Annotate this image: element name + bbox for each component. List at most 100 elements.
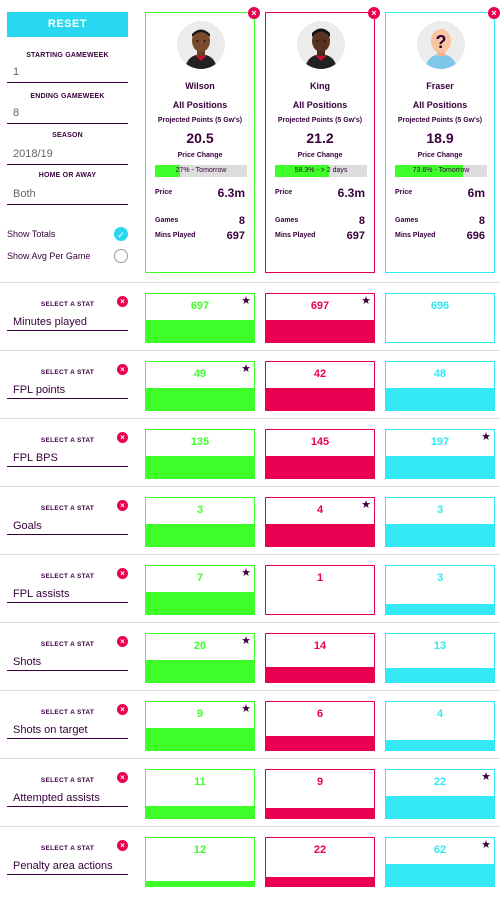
stat-value: 697 (190, 300, 210, 312)
remove-player-icon[interactable]: × (368, 7, 380, 19)
select-stat-label: SELECT A STAT (40, 777, 95, 784)
stat-value: 197 (430, 436, 450, 448)
price-change-text: 58.3% - > 2 days (294, 167, 348, 174)
price-change-bar: 73.6% - Tomorrow (395, 165, 487, 177)
player-card-2: × King All Positions Projected Points (5… (265, 7, 380, 273)
player-name: Fraser (426, 81, 454, 91)
remove-stat-icon[interactable]: × (117, 296, 128, 307)
price-change-bar: 58.3% - > 2 days (275, 165, 367, 177)
reset-button[interactable]: RESET (7, 12, 128, 37)
stat-value-box: 11 (145, 769, 255, 819)
select-stat-label: SELECT A STAT (40, 845, 95, 852)
stat-bar (266, 320, 374, 342)
starting-gameweek-select[interactable]: 1 (7, 62, 128, 83)
projected-points-value: 18.9 (426, 130, 454, 146)
price-change-bar: 27% - Tomorrow (155, 165, 247, 177)
show-avg-toggle[interactable]: Show Avg Per Game (7, 248, 128, 264)
stat-select[interactable]: Goals (7, 517, 128, 535)
stat-value: 42 (313, 368, 327, 380)
stat-bar (386, 388, 494, 410)
stat-value-box: 197 ★ (385, 429, 495, 479)
remove-player-icon[interactable]: × (488, 7, 500, 19)
remove-stat-icon[interactable]: × (117, 704, 128, 715)
star-icon: ★ (241, 635, 251, 647)
stat-bar (146, 806, 254, 818)
player-positions[interactable]: All Positions (412, 100, 468, 110)
projected-points-value: 21.2 (306, 130, 334, 146)
stat-bar (146, 388, 254, 410)
checkmark-icon[interactable]: ✓ (114, 227, 128, 241)
select-stat-label: SELECT A STAT (40, 641, 95, 648)
price-value: 6m (467, 186, 485, 200)
star-icon: ★ (241, 295, 251, 307)
show-totals-toggle[interactable]: Show Totals ✓ (7, 226, 128, 242)
stat-value-box: 145 (265, 429, 375, 479)
stat-value: 22 (433, 776, 447, 788)
stat-value: 11 (194, 776, 206, 788)
stat-value-box: 20 ★ (145, 633, 255, 683)
stat-select[interactable]: Attempted assists (7, 789, 128, 807)
stat-value: 6 (316, 708, 324, 720)
mins-played-label: Mins Played (395, 232, 436, 239)
mins-played-label: Mins Played (275, 232, 316, 239)
select-stat-label: SELECT A STAT (40, 505, 95, 512)
player-name: King (310, 81, 330, 91)
games-label: Games (275, 217, 299, 224)
stat-bar (266, 736, 374, 750)
radio-icon[interactable] (114, 249, 128, 263)
stat-value: 48 (433, 368, 447, 380)
stat-value: 3 (436, 504, 444, 516)
stat-value-box: 14 (265, 633, 375, 683)
home-away-select[interactable]: Both (7, 184, 128, 205)
remove-stat-icon[interactable]: × (117, 500, 128, 511)
stat-value: 49 (193, 368, 207, 380)
star-icon: ★ (481, 431, 491, 443)
price-value: 6.3m (337, 186, 365, 200)
remove-stat-icon[interactable]: × (117, 636, 128, 647)
stat-value-box: 1 (265, 565, 375, 615)
player-avatar (297, 21, 345, 69)
price-value: 6.3m (217, 186, 245, 200)
stat-bar (386, 796, 494, 818)
season-select[interactable]: 2018/19 (7, 144, 128, 165)
stat-value-box: 3 (145, 497, 255, 547)
remove-stat-icon[interactable]: × (117, 840, 128, 851)
ending-gameweek-label: ENDING GAMEWEEK (30, 93, 105, 100)
player-positions[interactable]: All Positions (172, 100, 228, 110)
remove-stat-icon[interactable]: × (117, 432, 128, 443)
remove-player-icon[interactable]: × (248, 7, 260, 19)
select-stat-label: SELECT A STAT (40, 437, 95, 444)
star-icon: ★ (481, 771, 491, 783)
games-value: 8 (358, 215, 365, 227)
star-icon: ★ (361, 499, 371, 511)
remove-stat-icon[interactable]: × (117, 772, 128, 783)
stat-select[interactable]: Shots (7, 653, 128, 671)
remove-stat-icon[interactable]: × (117, 568, 128, 579)
stat-select[interactable]: FPL assists (7, 585, 128, 603)
stat-value-box: 4 ★ (265, 497, 375, 547)
projected-points-label: Projected Points (5 Gw's) (397, 117, 483, 124)
stat-value: 135 (190, 436, 210, 448)
select-stat-label: SELECT A STAT (40, 301, 95, 308)
stat-select[interactable]: Minutes played (7, 313, 128, 331)
player-card-1: × Wilson All Positions Projected Points … (145, 7, 260, 273)
show-avg-label: Show Avg Per Game (7, 251, 91, 261)
ending-gameweek-select[interactable]: 8 (7, 103, 128, 124)
mins-played-value: 697 (346, 230, 365, 242)
stat-bar (266, 877, 374, 886)
stat-value-box: 9 ★ (145, 701, 255, 751)
remove-stat-icon[interactable]: × (117, 364, 128, 375)
projected-points-label: Projected Points (5 Gw's) (277, 117, 363, 124)
stat-value-box: 62 ★ (385, 837, 495, 887)
player-positions[interactable]: All Positions (292, 100, 348, 110)
stat-select[interactable]: Penalty area actions (7, 857, 128, 875)
stat-value: 145 (310, 436, 330, 448)
stat-value-box: 135 (145, 429, 255, 479)
stat-value-box: 13 (385, 633, 495, 683)
price-change-label: Price Change (177, 152, 223, 159)
stat-select[interactable]: Shots on target (7, 721, 128, 739)
stat-value: 3 (196, 504, 204, 516)
stat-select[interactable]: FPL BPS (7, 449, 128, 467)
stat-value-box: 7 ★ (145, 565, 255, 615)
stat-select[interactable]: FPL points (7, 381, 128, 399)
